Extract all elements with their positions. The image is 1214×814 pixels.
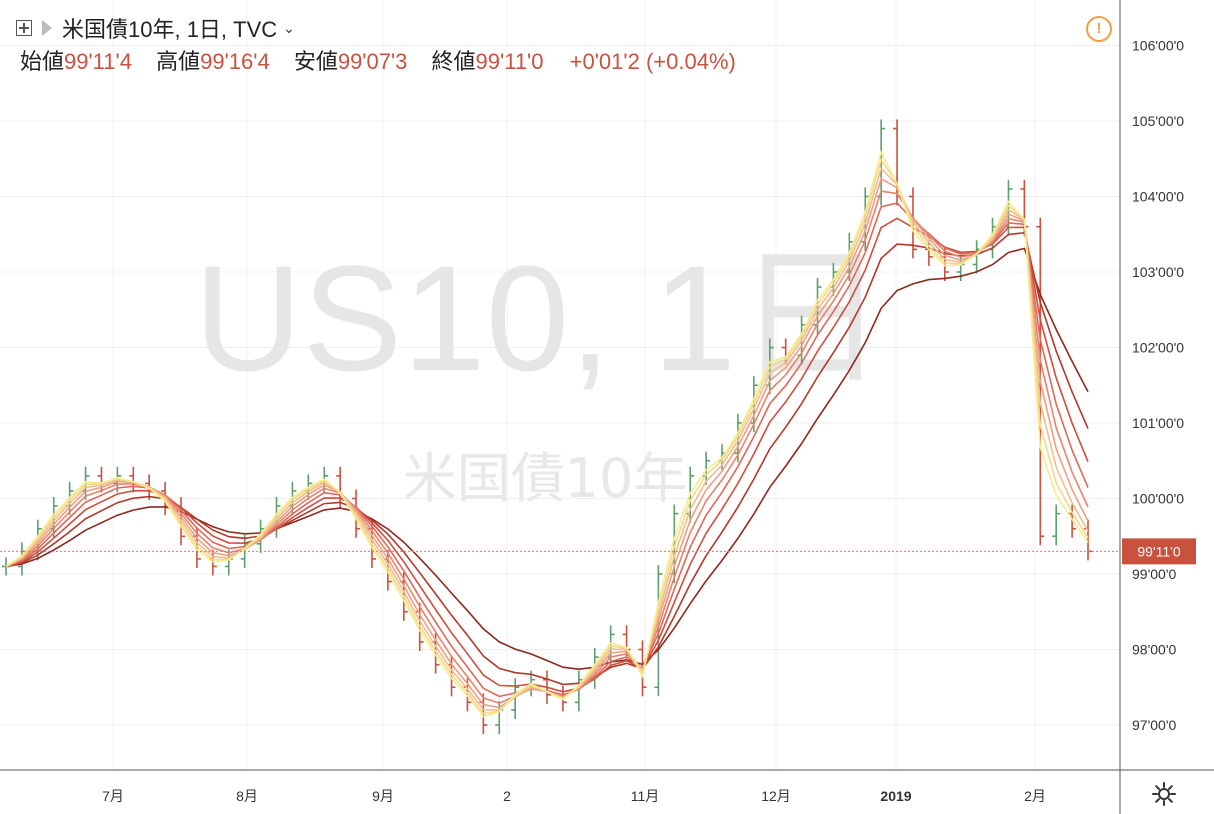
moving-average-line (5, 247, 1089, 671)
flag-icon[interactable] (42, 20, 52, 36)
x-tick-label: 12月 (761, 788, 791, 804)
alert-icon[interactable]: ! (1086, 16, 1112, 42)
y-tick-label: 106'00'0 (1132, 38, 1184, 54)
change-value: +0'01'2 (569, 49, 640, 74)
chart-header: 米国債10年, 1日, TVC ⌄ 始値99'11'4 高値99'16'4 安値… (16, 12, 736, 76)
price-tag-label: 99'11'0 (1137, 543, 1180, 559)
x-tick-label: 2019 (880, 788, 911, 804)
y-tick-label: 99'00'0 (1132, 566, 1176, 582)
y-tick-label: 103'00'0 (1132, 264, 1184, 280)
low-value: 99'07'3 (337, 49, 408, 74)
symbol-title[interactable]: 米国債10年, 1日, TVC (62, 17, 278, 42)
moving-average-line (5, 149, 1089, 718)
y-tick-label: 97'00'0 (1132, 717, 1176, 733)
price-tag-box (1122, 538, 1196, 565)
x-tick-label: 11月 (631, 788, 660, 804)
watermark-name: 米国債10年 (403, 447, 688, 510)
open-label: 始値 (20, 49, 65, 74)
y-tick-label: 101'00'0 (1132, 415, 1184, 431)
x-tick-label: 2月 (1024, 788, 1046, 804)
y-tick-label: 105'00'0 (1132, 113, 1184, 129)
high-label: 高値 (156, 49, 201, 74)
x-tick-label: 8月 (236, 788, 258, 804)
x-tick-label: 9月 (372, 788, 394, 804)
change-percent: (+0.04%) (645, 49, 736, 74)
gear-icon[interactable] (1150, 780, 1178, 808)
open-value: 99'11'4 (64, 49, 132, 74)
moving-average-line (5, 217, 1089, 693)
expand-icon[interactable] (16, 20, 32, 36)
x-tick-label: 2 (503, 788, 511, 804)
watermark-symbol: US10, 1日 (194, 234, 886, 402)
x-tick-label: 7月 (102, 788, 124, 804)
moving-average-line (5, 231, 1089, 686)
y-tick-label: 98'00'0 (1132, 642, 1176, 658)
y-tick-label: 100'00'0 (1132, 491, 1184, 507)
y-tick-label: 104'00'0 (1132, 189, 1184, 205)
close-value: 99'11'0 (475, 49, 544, 74)
chevron-down-icon[interactable]: ⌄ (283, 19, 295, 36)
y-tick-label: 102'00'0 (1132, 340, 1184, 356)
low-label: 安値 (293, 49, 338, 74)
high-value: 99'16'4 (200, 49, 270, 74)
close-label: 終値 (431, 49, 476, 74)
title-row: 米国債10年, 1日, TVC ⌄ (16, 12, 736, 44)
ohlc-legend: 始値99'11'4 高値99'16'4 安値99'07'3 終値99'11'0 … (16, 44, 736, 76)
